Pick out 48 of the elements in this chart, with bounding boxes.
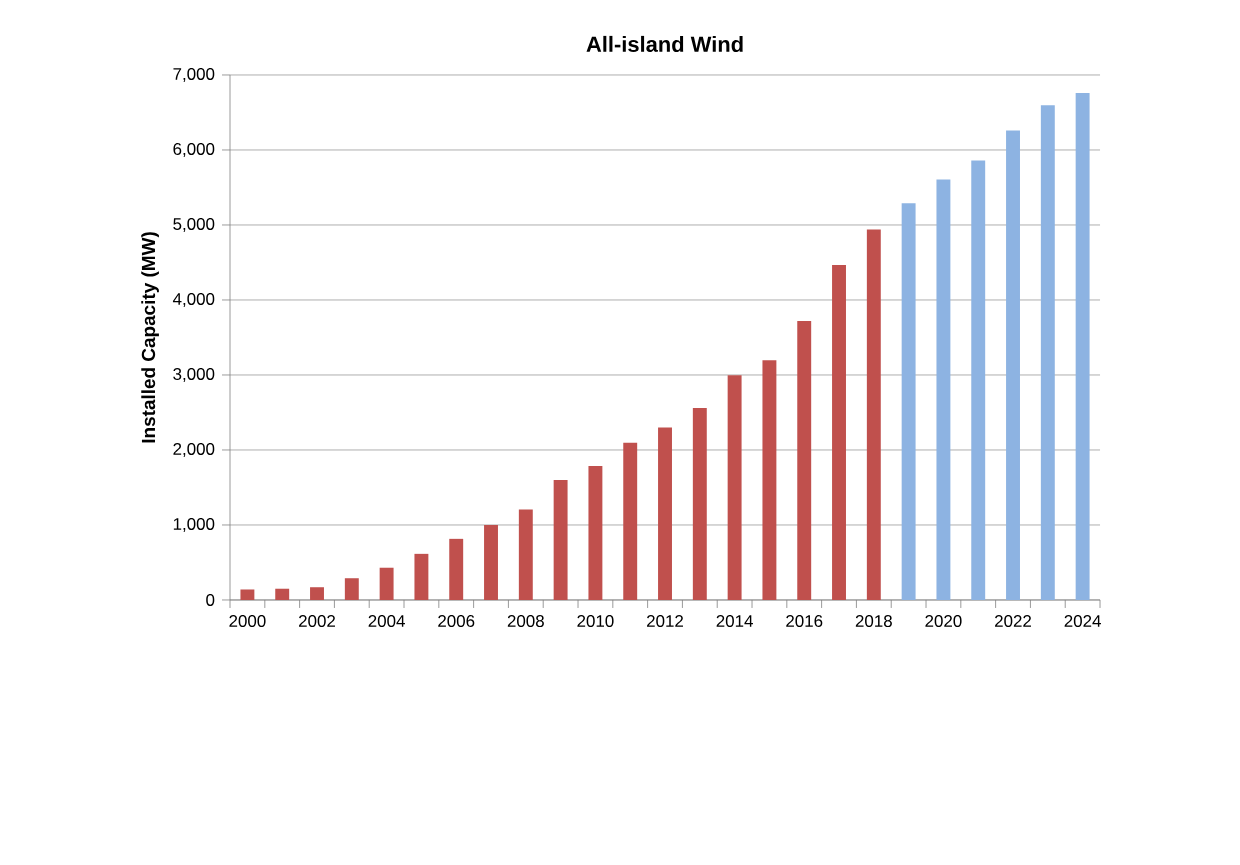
bar [658, 427, 672, 600]
x-tick-label: 2014 [716, 615, 753, 627]
bar [344, 578, 359, 600]
bar [414, 553, 429, 600]
x-tick-label: 2012 [647, 615, 683, 627]
bar [484, 524, 498, 600]
x-tick-label: 2006 [438, 615, 475, 627]
bar [553, 479, 568, 600]
bar [240, 589, 255, 600]
bar [1040, 105, 1055, 600]
chart-title: All-island Wind [586, 35, 743, 52]
bar [449, 538, 464, 600]
x-tick-label: 2018 [855, 615, 892, 627]
bar [310, 587, 324, 600]
y-tick-label: 4,000 [172, 292, 215, 307]
y-axis-title: Installed Capacity (MW) [141, 232, 159, 443]
y-tick-label: 6,000 [173, 142, 215, 157]
x-tick-label: 2010 [577, 615, 614, 627]
bar [727, 375, 742, 600]
bar [588, 466, 603, 600]
x-tick-label: 2022 [995, 615, 1031, 627]
bar [379, 567, 394, 600]
bar [971, 160, 986, 600]
x-tick-label: 2000 [229, 615, 266, 627]
bar [832, 265, 846, 600]
bar [692, 407, 707, 600]
bar [275, 588, 290, 600]
x-tick-label: 2016 [786, 615, 823, 627]
bar [866, 229, 881, 600]
bar [1075, 92, 1090, 600]
bar [762, 360, 777, 600]
y-tick-label: 2,000 [173, 443, 215, 457]
bar [901, 203, 916, 600]
x-tick-label: 2002 [299, 615, 335, 627]
y-tick-label: 3,000 [173, 368, 215, 382]
y-tick-label: 0 [206, 594, 215, 606]
bar [623, 442, 638, 600]
x-tick-label: 2008 [507, 615, 544, 627]
x-tick-label: 2020 [925, 615, 962, 627]
bar [936, 179, 951, 600]
y-tick-label: 1,000 [173, 518, 215, 532]
x-tick-label: 2024 [1064, 615, 1101, 627]
bar [1006, 130, 1020, 600]
bar [518, 509, 533, 600]
y-tick-label: 5,000 [173, 217, 215, 232]
y-tick-label: 7,000 [173, 67, 215, 82]
bar [797, 320, 812, 600]
x-tick-label: 2004 [368, 615, 405, 627]
